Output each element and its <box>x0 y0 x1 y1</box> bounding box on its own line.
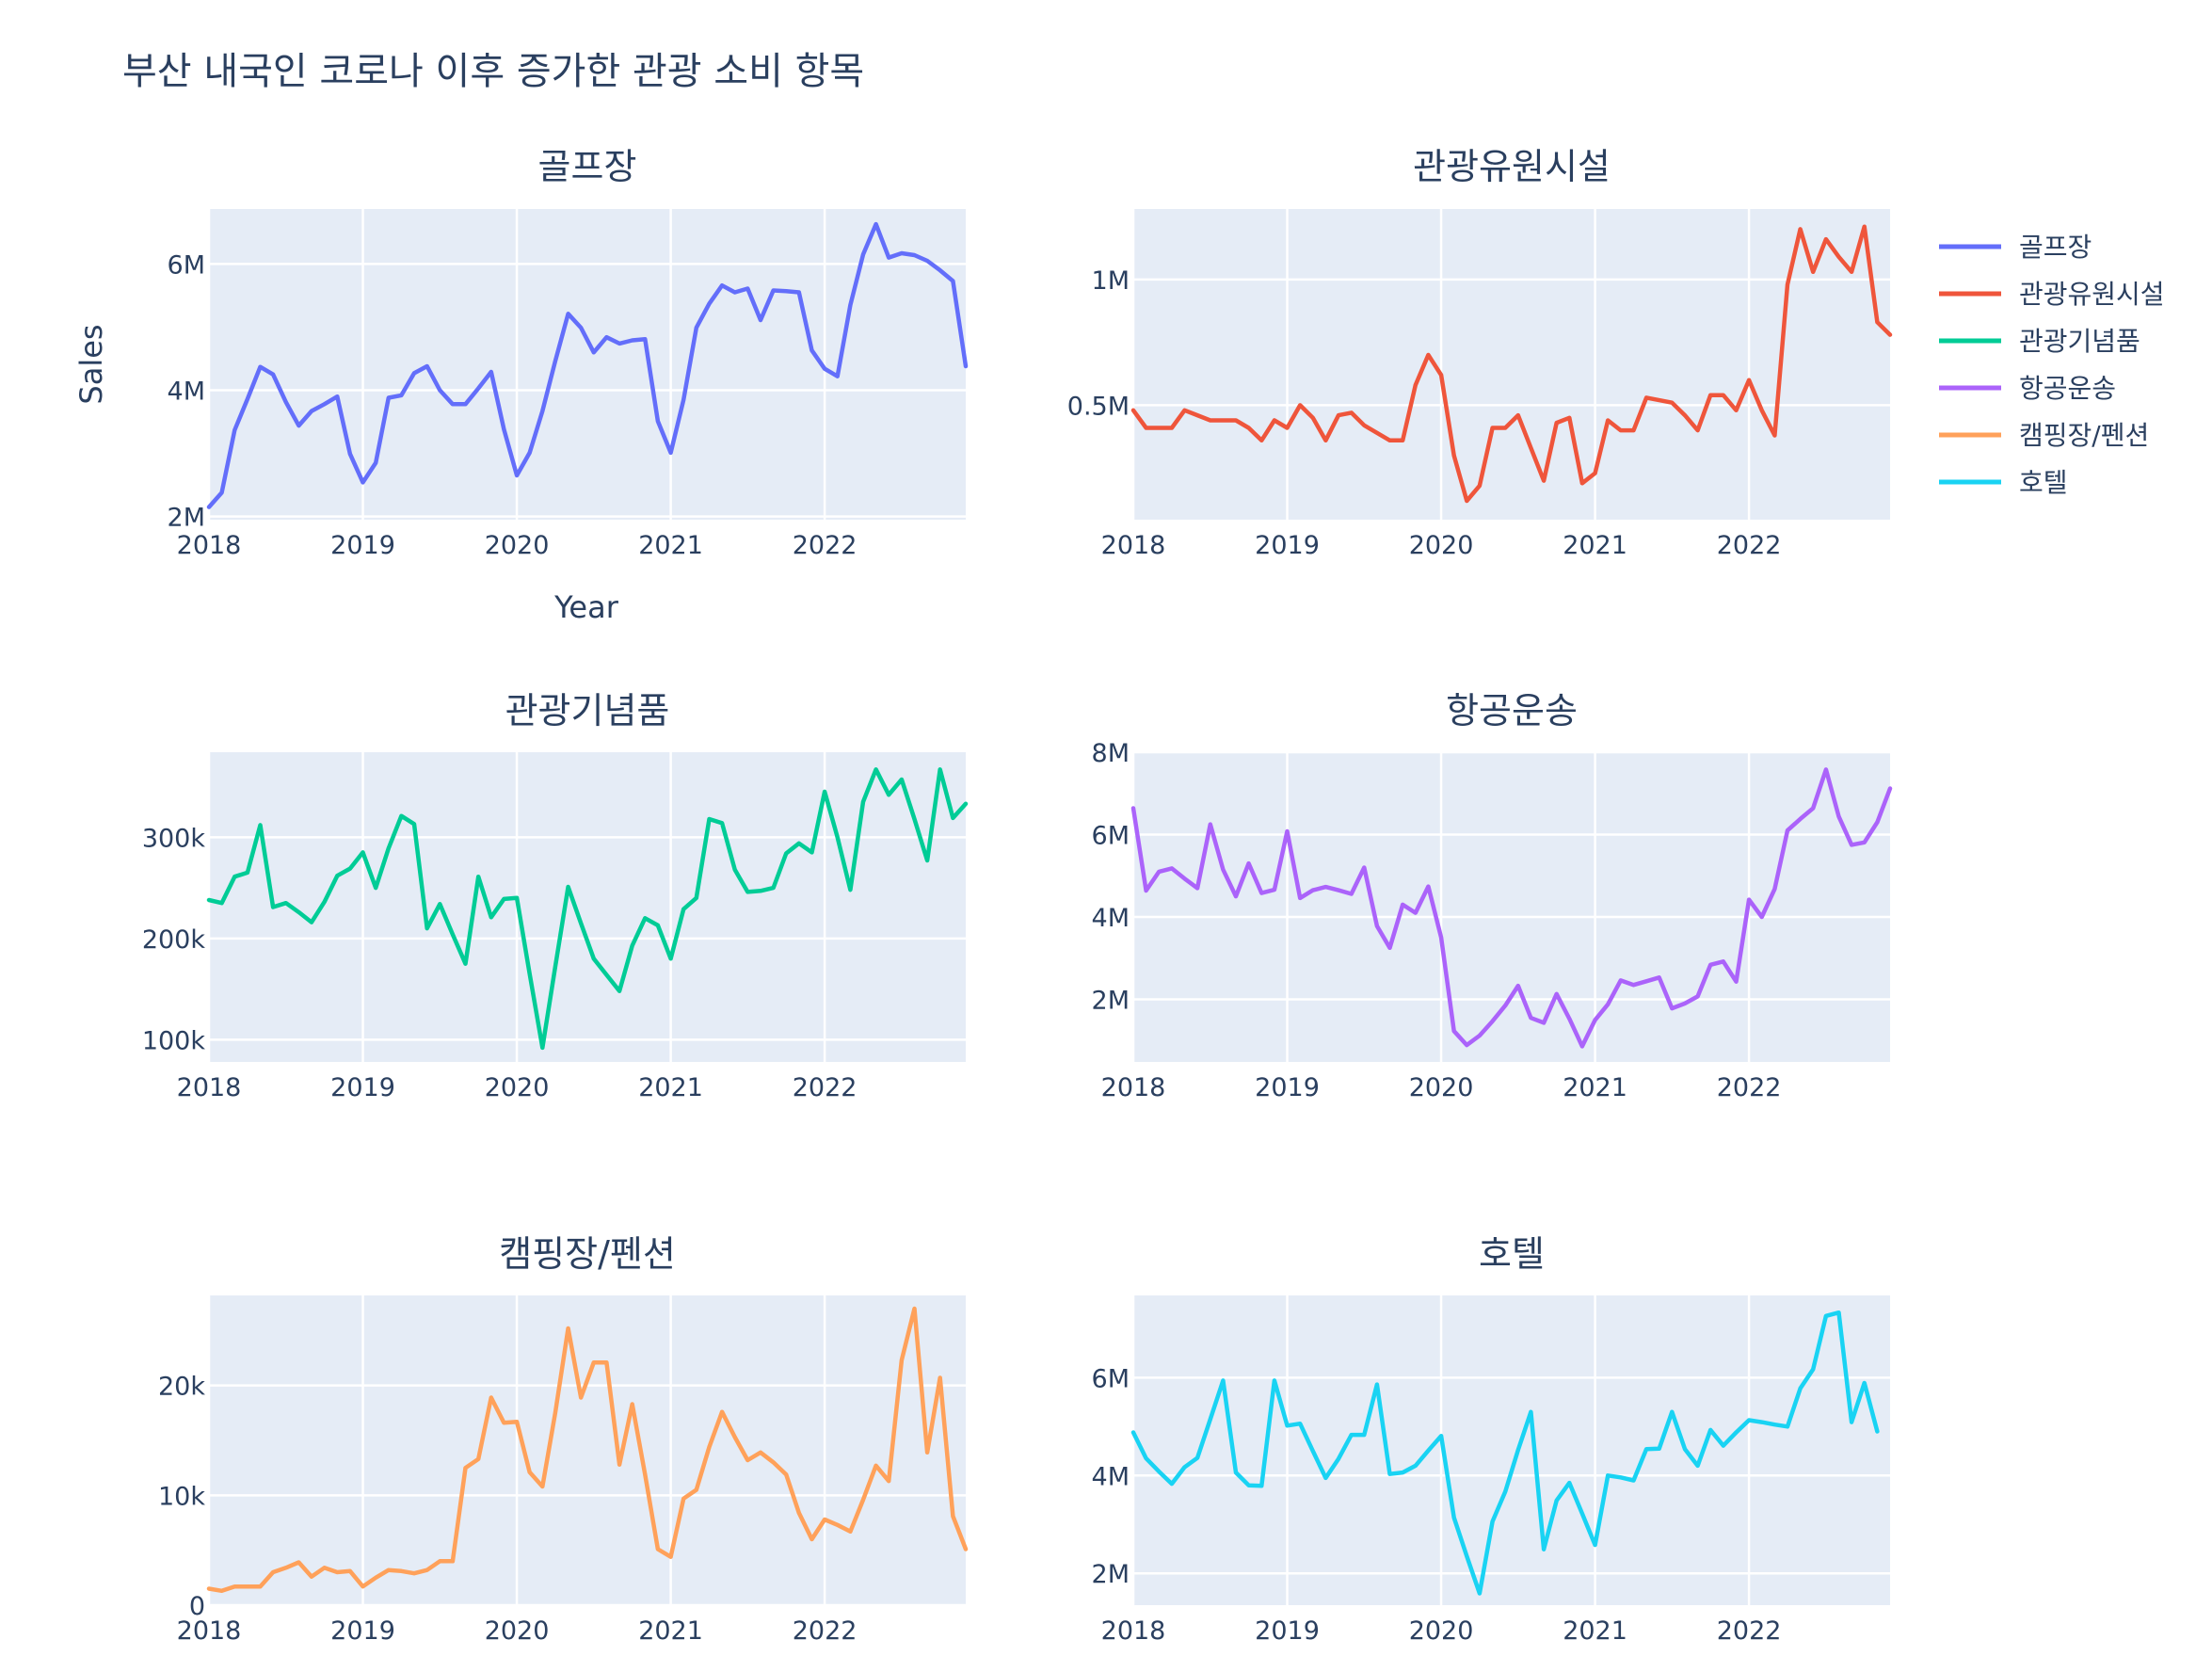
chart-title: 부산 내국인 코로나 이후 증가한 관광 소비 항목 <box>122 50 864 93</box>
legend-label: 호텔 <box>2019 467 2068 498</box>
y-tick-label: 300k <box>142 824 206 853</box>
x-tick-label: 2021 <box>1563 1073 1627 1102</box>
legend-item[interactable]: 호텔 <box>1939 467 2068 498</box>
x-tick-label: 2020 <box>1409 1073 1474 1102</box>
x-tick-label: 2019 <box>1255 1073 1320 1102</box>
x-tick-label: 2022 <box>793 1616 858 1646</box>
y-tick-label: 6M <box>1092 822 1130 851</box>
x-tick-label: 2018 <box>177 1616 242 1646</box>
x-tick-label: 2020 <box>485 1616 550 1646</box>
plot-area <box>209 209 966 520</box>
x-axis-title: Year <box>553 589 619 625</box>
legend-label: 캠핑장/펜션 <box>2019 420 2149 451</box>
plot-area <box>1133 209 1890 520</box>
y-tick-label: 0.5M <box>1067 392 1130 421</box>
y-tick-label: 2M <box>1092 1560 1130 1589</box>
y-tick-label: 6M <box>168 250 205 280</box>
x-tick-label: 2021 <box>638 1073 703 1102</box>
subplot-5: 2018 2019 2020 2021 2022 0 10k 20k 캠핑장/펜션 <box>158 1233 969 1646</box>
y-tick-label: 10k <box>158 1482 205 1511</box>
subplot-grid: 2018 2019 2020 2021 2022 2M 4M 6M 골프장 2018 2019 202… <box>142 146 1893 1646</box>
x-tick-label: 2021 <box>1563 531 1627 560</box>
legend-label: 관광기념품 <box>2019 326 2140 357</box>
subplot-title: 관광기념품 <box>505 690 670 732</box>
x-tick-label: 2019 <box>1255 531 1320 560</box>
legend-item[interactable]: 골프장 <box>1939 232 2092 263</box>
legend-item[interactable]: 캠핑장/펜션 <box>1939 420 2149 451</box>
x-tick-label: 2020 <box>1409 1616 1474 1646</box>
x-tick-label: 2020 <box>485 531 550 560</box>
y-tick-label: 4M <box>168 378 205 407</box>
x-tick-label: 2018 <box>177 531 242 560</box>
y-tick-label: 2M <box>168 504 205 533</box>
plot-area <box>1133 752 1890 1062</box>
x-tick-label: 2021 <box>638 1616 703 1646</box>
subplot-1: 2018 2019 2020 2021 2022 2M 4M 6M 골프장 <box>168 146 969 560</box>
x-tick-label: 2020 <box>1409 531 1474 560</box>
x-tick-label: 2018 <box>1101 1073 1166 1102</box>
x-tick-label: 2021 <box>1563 1616 1627 1646</box>
legend-label: 골프장 <box>2019 232 2092 263</box>
legend-item[interactable]: 관광기념품 <box>1939 326 2140 357</box>
legend-label: 항공운송 <box>2019 373 2116 404</box>
series-1-line <box>1130 224 1893 504</box>
y-tick-label: 8M <box>1092 739 1130 768</box>
subplot-3: 2018 2019 2020 2021 2022 100k 200k 300k 관광기념품 <box>142 690 969 1102</box>
y-axis-title: Sales <box>73 324 109 404</box>
series-5-line <box>1130 1310 1880 1596</box>
x-tick-label: 2019 <box>330 1616 395 1646</box>
subplot-title: 호텔 <box>1479 1233 1545 1275</box>
subplot-4: 2018 2019 2020 2021 2022 2M 4M 6M 8M 항공운송 <box>1092 690 1893 1102</box>
legend-label: 관광유원시설 <box>2019 279 2165 310</box>
x-tick-label: 2021 <box>638 531 703 560</box>
subplot-title: 캠핑장/펜션 <box>499 1233 676 1275</box>
series-2-line <box>206 767 969 1051</box>
x-tick-label: 2018 <box>1101 531 1166 560</box>
plot-area <box>1133 1295 1890 1605</box>
y-tick-label: 100k <box>142 1026 206 1055</box>
x-tick-label: 2019 <box>330 531 395 560</box>
series-3-line <box>1130 767 1893 1049</box>
x-tick-label: 2022 <box>793 1073 858 1102</box>
x-tick-label: 2022 <box>1717 531 1782 560</box>
legend-item[interactable]: 항공운송 <box>1939 373 2116 404</box>
subplot-title: 골프장 <box>538 146 637 187</box>
x-tick-label: 2018 <box>1101 1616 1166 1646</box>
y-tick-label: 20k <box>158 1373 205 1402</box>
y-tick-label: 4M <box>1092 1462 1130 1491</box>
plot-area <box>209 752 966 1062</box>
x-tick-label: 2022 <box>1717 1073 1782 1102</box>
y-tick-label: 1M <box>1092 266 1130 296</box>
series-4-line <box>206 1306 969 1594</box>
y-tick-label: 6M <box>1092 1364 1130 1393</box>
x-tick-label: 2019 <box>330 1073 395 1102</box>
subplot-title: 관광유원시설 <box>1413 146 1611 187</box>
x-tick-label: 2022 <box>793 531 858 560</box>
x-tick-label: 2018 <box>177 1073 242 1102</box>
y-tick-label: 2M <box>1092 987 1130 1016</box>
y-tick-label: 200k <box>142 925 206 955</box>
x-tick-label: 2020 <box>485 1073 550 1102</box>
plot-area <box>209 1295 966 1605</box>
subplot-6: 2018 2019 2020 2021 2022 2M 4M 6M 호텔 <box>1092 1233 1890 1646</box>
x-tick-label: 2022 <box>1717 1616 1782 1646</box>
subplot-title: 항공운송 <box>1446 690 1578 732</box>
x-tick-label: 2019 <box>1255 1616 1320 1646</box>
legend-item[interactable]: 관광유원시설 <box>1939 279 2165 310</box>
series-0-line <box>206 221 969 509</box>
subplot-2: 2018 2019 2020 2021 2022 0.5M 1M 관광유원시설 <box>1067 146 1893 560</box>
y-tick-label: 0 <box>189 1592 205 1621</box>
y-tick-label: 4M <box>1092 904 1130 933</box>
